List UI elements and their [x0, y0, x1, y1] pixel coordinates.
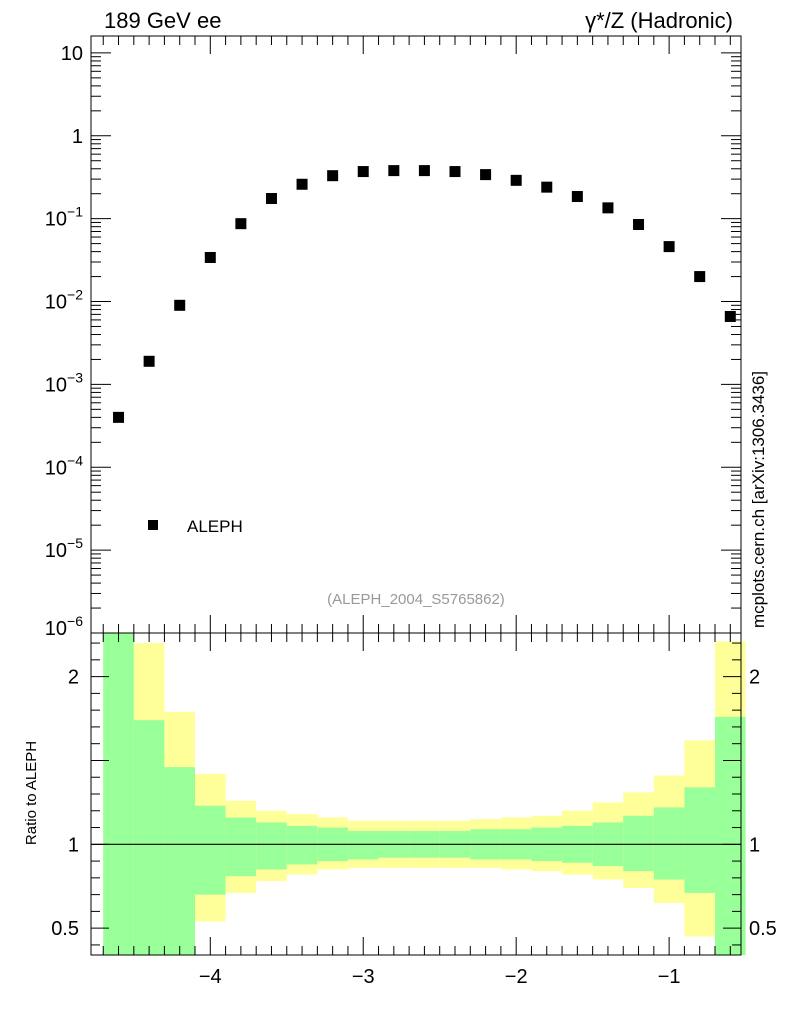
ratio-y-axis-label: Ratio to ALEPH — [23, 741, 40, 845]
data-point — [724, 310, 736, 322]
watermark-text: mcplots.cern.ch [arXiv:1306.3436] — [749, 371, 768, 628]
ratio-band-inner — [653, 807, 685, 880]
x-tick-label: −2 — [505, 966, 528, 988]
data-point — [265, 193, 277, 205]
data-point — [449, 166, 461, 178]
ratio-band-inner — [623, 815, 654, 872]
y-tick-label: 10 — [61, 43, 83, 65]
ratio-y-tick-label-left: 1 — [68, 834, 79, 856]
ratio-band-inner — [715, 716, 746, 955]
data-point — [174, 299, 186, 311]
data-point — [296, 178, 308, 190]
ratio-plot-area: −4 −3 −2 −1 2 2 1 1 0.5 0.5 — [51, 632, 777, 988]
data-point — [571, 191, 583, 203]
chart-title-right: γ*/Z (Hadronic) — [585, 8, 733, 33]
ratio-y-tick-label-right: 0.5 — [749, 918, 777, 940]
legend: ALEPH — [148, 517, 243, 536]
ratio-y-tick-label-left: 0.5 — [51, 918, 79, 940]
y-tick-label: 10−6 — [45, 613, 83, 640]
data-point — [235, 218, 247, 230]
legend-marker-aleph — [148, 520, 158, 530]
x-tick-label: −1 — [658, 966, 681, 988]
data-point — [602, 202, 614, 214]
ratio-band-inner — [256, 822, 287, 870]
ratio-band-inner — [164, 767, 195, 955]
x-tick-label: −3 — [352, 966, 375, 988]
ratio-y-tick-label-left: 2 — [68, 667, 79, 689]
data-point — [143, 355, 155, 367]
chart-title-left: 189 GeV ee — [104, 8, 221, 33]
data-point — [694, 271, 706, 283]
ratio-band-inner — [286, 825, 318, 865]
data-point — [418, 165, 430, 177]
main-plot-area: 10 1 10−1 10−2 10−3 10−4 10−5 10−6 — [45, 35, 742, 640]
ratio-band-inner — [195, 805, 226, 895]
ratio-band-inner — [684, 787, 715, 893]
y-tick-label: 10−4 — [45, 452, 83, 479]
data-point — [204, 251, 216, 263]
data-point — [541, 181, 553, 193]
legend-label-aleph: ALEPH — [187, 517, 243, 536]
y-tick-label: 1 — [72, 126, 83, 148]
y-tick-label: 10−3 — [45, 369, 83, 396]
y-tick-label: 10−2 — [45, 287, 83, 314]
ratio-y-tick-label-right: 1 — [749, 834, 760, 856]
data-point — [113, 411, 125, 423]
data-point — [480, 169, 492, 181]
ratio-band-inner — [347, 830, 379, 860]
x-tick-label: −4 — [199, 966, 222, 988]
data-point — [663, 241, 675, 253]
ratio-band-inner — [133, 720, 165, 955]
data-point — [510, 174, 522, 186]
y-tick-label: 10−5 — [45, 535, 83, 562]
main-frame — [90, 35, 742, 634]
ratio-y-tick-label-right: 2 — [749, 667, 760, 689]
data-point — [633, 219, 645, 231]
ratio-band-inner — [225, 817, 257, 877]
y-tick-label: 10−1 — [45, 204, 83, 231]
data-point — [327, 170, 339, 182]
data-point — [357, 166, 369, 178]
data-point — [388, 165, 400, 177]
ratio-band-inner — [103, 633, 134, 955]
analysis-id-text: (ALEPH_2004_S5765862) — [327, 591, 505, 608]
